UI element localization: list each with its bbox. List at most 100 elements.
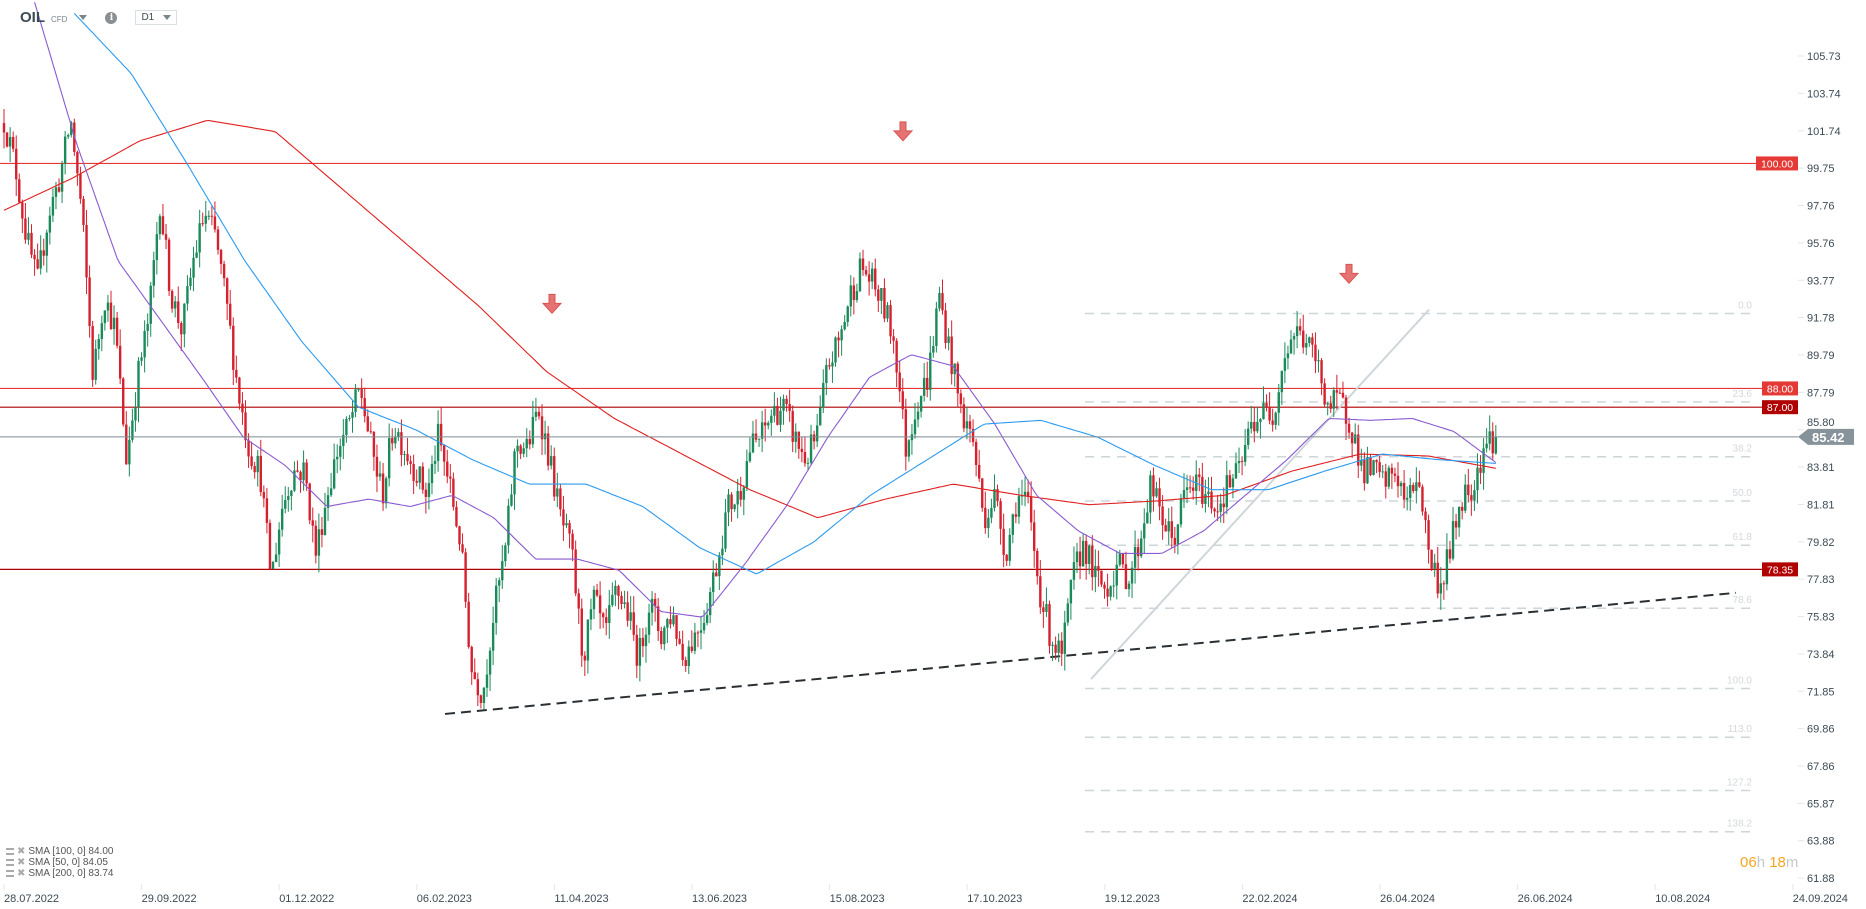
candle	[400, 432, 403, 455]
candle	[244, 412, 247, 441]
close-icon[interactable]: ✖	[17, 857, 26, 868]
candle	[494, 585, 498, 623]
down-arrow-icon	[541, 293, 563, 315]
candle	[996, 489, 999, 502]
fib-level-label: 61.8	[1733, 532, 1753, 543]
candle	[1353, 434, 1357, 444]
candle	[106, 302, 110, 311]
candle	[1228, 475, 1232, 488]
candle	[219, 249, 223, 264]
candle	[1133, 547, 1137, 568]
current-price-label: 85.42	[1812, 430, 1845, 445]
candle	[1292, 336, 1296, 340]
candle	[663, 627, 666, 645]
candle	[476, 679, 480, 696]
candle	[1124, 564, 1128, 590]
candle	[981, 478, 984, 508]
candle	[797, 431, 801, 449]
support-trendline	[444, 591, 1737, 715]
candle	[504, 545, 507, 562]
candle	[641, 637, 645, 647]
candle	[1405, 497, 1409, 500]
candle	[1314, 344, 1317, 362]
candle	[1149, 475, 1152, 513]
candle	[222, 263, 226, 279]
candle	[1066, 603, 1070, 623]
candle	[647, 612, 651, 635]
candle	[1399, 482, 1403, 487]
instrument-type: CFD	[51, 15, 68, 24]
price-level-tag-label: 78.35	[1767, 564, 1793, 576]
timeframe-select[interactable]: D1	[135, 10, 178, 25]
price-level-tag	[1762, 562, 1798, 577]
y-tick-label: 101.74	[1807, 126, 1841, 138]
y-tick-label: 81.81	[1807, 500, 1835, 512]
y-tick-label: 73.84	[1807, 649, 1835, 661]
candle	[342, 434, 345, 447]
candle	[1369, 456, 1372, 476]
legend-label: SMA [50, 0] 84.05	[28, 857, 108, 868]
candle	[1060, 640, 1063, 654]
candle	[1036, 550, 1039, 577]
close-icon[interactable]: ✖	[17, 868, 26, 879]
candle	[354, 389, 357, 412]
settings-icon[interactable]	[6, 870, 14, 877]
settings-icon[interactable]	[6, 848, 14, 855]
candle	[1256, 421, 1259, 432]
candle	[1439, 583, 1442, 594]
candle	[1008, 534, 1011, 561]
candle	[1445, 549, 1449, 585]
candle	[556, 488, 559, 497]
candle	[439, 423, 443, 446]
close-icon[interactable]: ✖	[17, 846, 26, 857]
candle	[1158, 488, 1161, 507]
candle	[608, 605, 611, 623]
info-icon[interactable]: i	[105, 11, 118, 24]
candle	[232, 325, 235, 370]
candle	[97, 339, 100, 349]
candle	[507, 505, 510, 546]
candle	[94, 348, 97, 380]
candle	[901, 391, 904, 410]
timer-hours: 06	[1740, 854, 1757, 871]
candle	[656, 606, 660, 631]
candle	[1338, 392, 1342, 394]
candle	[299, 471, 302, 481]
candle	[360, 388, 363, 399]
candle	[653, 598, 657, 607]
candle	[1039, 576, 1042, 608]
price-level-tag	[1762, 400, 1798, 415]
candle	[1023, 491, 1027, 496]
candle	[15, 148, 18, 180]
candle	[916, 411, 920, 420]
candle	[1277, 392, 1280, 413]
candle	[739, 491, 742, 500]
candle	[1213, 508, 1216, 512]
candle	[164, 234, 168, 240]
y-tick-label: 63.88	[1807, 836, 1835, 848]
candle	[620, 595, 623, 604]
candle	[785, 398, 788, 405]
symbol-name: OIL	[20, 9, 45, 26]
candle	[1305, 342, 1308, 348]
sma-line	[73, 13, 1496, 575]
candle	[650, 598, 654, 613]
candle	[482, 687, 486, 703]
candle	[1464, 484, 1467, 511]
candle	[534, 411, 538, 417]
candle	[1057, 640, 1060, 653]
settings-icon[interactable]	[6, 859, 14, 866]
chevron-down-icon[interactable]	[79, 15, 88, 20]
candle	[803, 451, 807, 464]
candle	[421, 466, 425, 490]
candle	[1130, 567, 1134, 584]
candle	[537, 411, 541, 417]
candle	[1329, 403, 1332, 409]
candle	[1075, 551, 1079, 563]
candle	[684, 659, 687, 667]
candle	[626, 602, 629, 621]
candle	[617, 585, 620, 596]
candle	[8, 137, 12, 147]
candle	[1167, 521, 1170, 532]
